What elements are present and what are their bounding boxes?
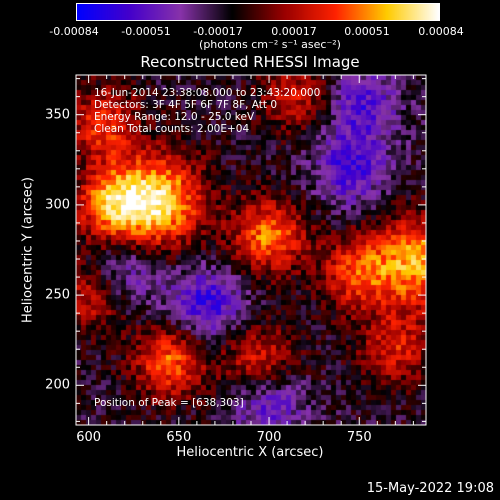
y-tick-label: 300 xyxy=(45,197,70,213)
colorbar xyxy=(76,3,440,21)
y-tick-label: 200 xyxy=(45,377,70,393)
x-tick-label: 750 xyxy=(346,430,372,445)
colorbar-tick-label: -0.00084 xyxy=(49,25,99,38)
y-tick-label: 250 xyxy=(45,287,70,303)
x-ticks xyxy=(88,75,414,425)
colorbar-tick-label: -0.00017 xyxy=(193,25,243,38)
y-axis-label: Heliocentric Y (arcsec) xyxy=(20,177,36,323)
y-ticks xyxy=(76,78,426,422)
heatmap-image xyxy=(76,75,426,425)
colorbar-tick-label: 0.00084 xyxy=(418,25,464,38)
y-tick-label: 350 xyxy=(45,107,70,123)
annotation-clean: Clean Total counts: 2.00E+04 xyxy=(94,123,250,135)
annotation-time-range: 16-Jun-2014 23:38:08.000 to 23:43:20.000 xyxy=(94,87,321,99)
colorbar-tick-label: 0.00051 xyxy=(344,25,390,38)
x-tick-label: 650 xyxy=(166,430,192,445)
annotation-energy: Energy Range: 12.0 - 25.0 keV xyxy=(94,111,255,123)
colorbar-tick-label: 0.00017 xyxy=(271,25,317,38)
colorbar-unit-label: (photons cm⁻² s⁻¹ asec⁻²) xyxy=(199,38,341,51)
annotation-detectors: Detectors: 3F 4F 5F 6F 7F 8F, Att 0 xyxy=(94,99,278,111)
x-axis-label: Heliocentric X (arcsec) xyxy=(176,445,324,460)
chart-title: Reconstructed RHESSI Image xyxy=(140,53,360,71)
annotation-peak-position: Position of Peak = [638,303] xyxy=(94,397,244,409)
timestamp: 15-May-2022 19:08 xyxy=(366,481,494,496)
x-tick-label: 600 xyxy=(76,430,102,445)
colorbar-tick-label: -0.00051 xyxy=(121,25,171,38)
x-tick-label: 700 xyxy=(256,430,282,445)
